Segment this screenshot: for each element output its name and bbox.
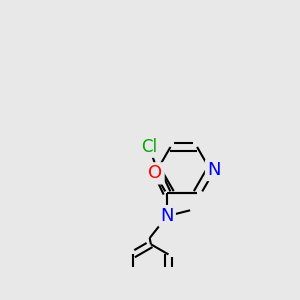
Text: Cl: Cl — [141, 138, 157, 156]
Text: O: O — [148, 164, 163, 182]
Text: N: N — [207, 161, 220, 179]
Text: N: N — [160, 207, 174, 225]
